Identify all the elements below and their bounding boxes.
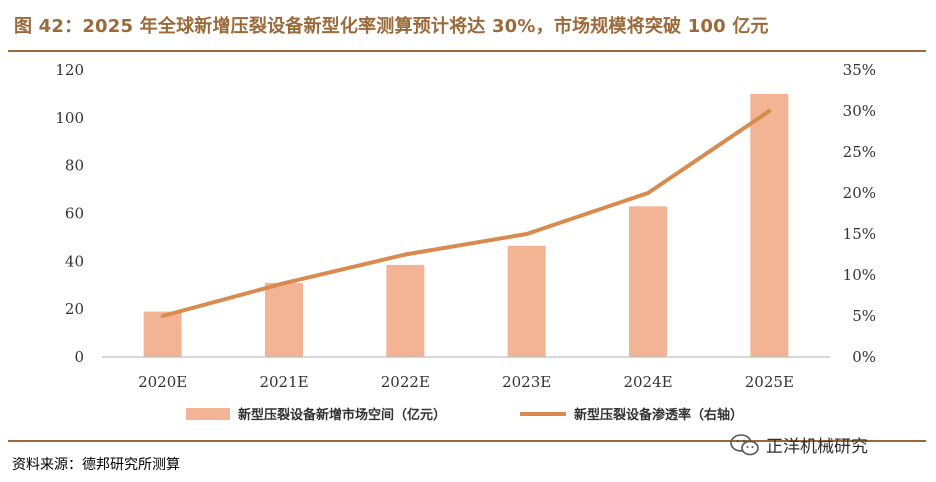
watermark: 正洋机械研究 — [730, 432, 868, 457]
legend: 新型压裂设备新增市场空间（亿元） 新型压裂设备渗透率（右轴） — [186, 407, 743, 423]
y-right-tick-label: 25% — [843, 143, 876, 161]
legend-label-line: 新型压裂设备渗透率（右轴） — [574, 407, 743, 423]
chart-title: 图 42：2025 年全球新增压裂设备新型化率测算预计将达 30%，市场规模将突… — [14, 16, 769, 37]
x-tick-label: 2022E — [381, 373, 430, 391]
y-right-tick-label: 10% — [843, 266, 876, 284]
x-tick-label: 2020E — [138, 373, 187, 391]
x-tick-label: 2025E — [745, 373, 794, 391]
x-tick-label: 2023E — [502, 373, 551, 391]
y-left-tick-label: 0 — [74, 348, 84, 366]
y-right-tick-label: 20% — [843, 184, 876, 202]
bars-layer — [143, 93, 789, 358]
y-left-tick-label: 40 — [65, 252, 84, 270]
bar-2025E — [750, 93, 789, 358]
title-divider — [8, 50, 926, 52]
legend-label-bar: 新型压裂设备新增市场空间（亿元） — [238, 407, 446, 423]
y-right-tick-label: 35% — [843, 61, 876, 79]
y-right-tick-label: 30% — [843, 102, 876, 120]
axis-layer: 0 20 40 60 80 100 120 0% 5% 10% 15% 20% 25% 30% 35% 202… — [55, 61, 876, 391]
watermark-text: 正洋机械研究 — [766, 437, 868, 457]
bar-2022E — [386, 264, 425, 357]
bar-2021E — [265, 282, 303, 357]
x-tick-label: 2024E — [623, 373, 672, 391]
y-right-tick-label: 5% — [852, 307, 876, 325]
bar-2023E — [507, 245, 546, 357]
line-layer — [160, 109, 772, 318]
bar-2024E — [629, 206, 667, 357]
y-left-tick-label: 120 — [55, 61, 84, 79]
x-tick-label: 2021E — [259, 373, 308, 391]
legend-swatch-bar — [186, 408, 230, 420]
footer-divider — [8, 440, 926, 442]
y-right-tick-label: 15% — [843, 225, 876, 243]
bar-2020E — [143, 311, 182, 357]
source-note: 资料来源：德邦研究所测算 — [12, 457, 180, 473]
y-left-tick-label: 20 — [65, 300, 84, 318]
penetration-rate-line — [160, 109, 772, 318]
wechat-icon — [730, 433, 759, 455]
y-left-tick-label: 60 — [65, 205, 84, 223]
y-left-tick-label: 80 — [65, 157, 84, 175]
y-right-tick-label: 0% — [852, 348, 876, 366]
y-left-tick-label: 100 — [55, 109, 84, 127]
